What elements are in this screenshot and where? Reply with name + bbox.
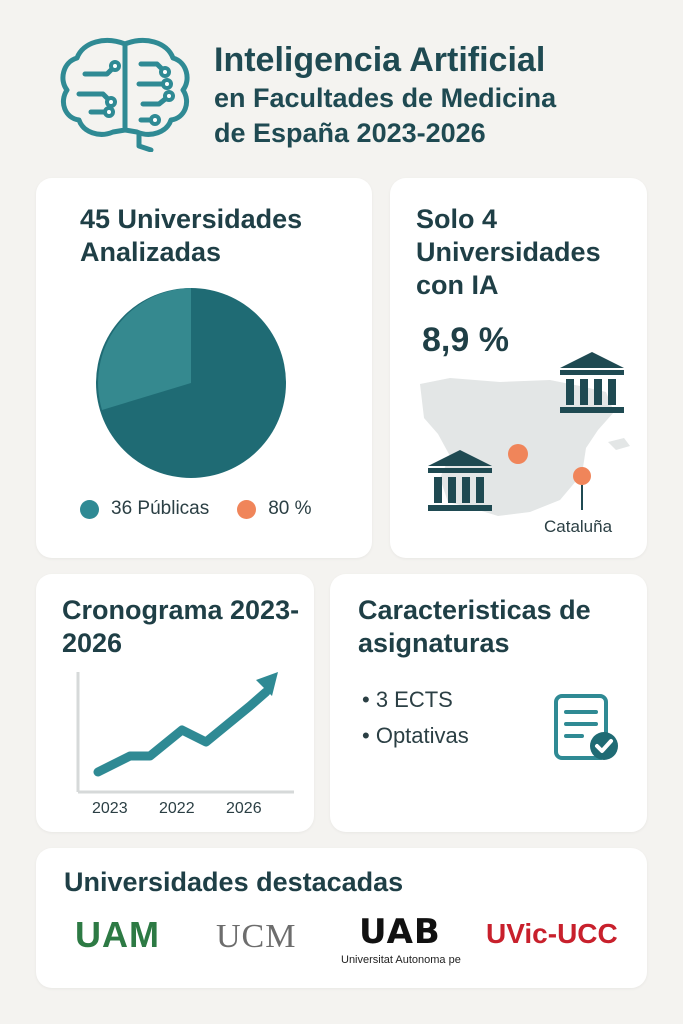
trend-up-arrow-icon bbox=[76, 672, 294, 794]
feature-item-ects: 3 ECTS bbox=[362, 682, 469, 718]
uvic-logo: UVic-UCC bbox=[486, 918, 618, 949]
timeline-x-label-2: 2022 bbox=[159, 800, 195, 817]
ai-universities-card: Solo 4 Universidades con IA 8,9 % Catalu… bbox=[390, 178, 647, 558]
ucm-logo: UCM bbox=[216, 918, 297, 955]
features-card-title: Caracteristicas de asignaturas bbox=[358, 595, 591, 658]
university-building-icon-bottom bbox=[428, 450, 492, 511]
document-check-icon bbox=[554, 694, 618, 760]
spain-map-icon bbox=[420, 352, 630, 516]
timeline-trend-line bbox=[93, 687, 271, 777]
uab-logo: UAB bbox=[359, 912, 441, 952]
universities-card-title: 45 Universidades Analizadas bbox=[80, 204, 303, 267]
timeline-arrow-head bbox=[256, 672, 278, 696]
title-line-2: en Facultades de Medicina bbox=[214, 83, 557, 113]
pie-slice-secondary bbox=[98, 288, 191, 410]
legend-dot-public bbox=[80, 499, 99, 519]
brain-circuit-icon bbox=[60, 38, 190, 152]
page-title: Inteligencia Artificial en Facultades de… bbox=[214, 40, 674, 150]
legend-label-percent: 80 % bbox=[268, 498, 312, 519]
featured-universities-card: Universidades destacadas UAM UCM UAB Uni… bbox=[36, 848, 647, 988]
ai-card-title: Solo 4 Universidades con IA bbox=[416, 204, 601, 300]
islands-shape bbox=[608, 438, 630, 450]
region-label: Cataluña bbox=[544, 517, 613, 536]
location-dot-madrid bbox=[508, 444, 528, 464]
uam-logo: UAM bbox=[75, 914, 160, 955]
universities-card: 45 Universidades Analizadas 36 Públicas … bbox=[36, 178, 372, 558]
header: Inteligencia Artificial en Facultades de… bbox=[0, 0, 683, 170]
title-line-3: de España 2023-2026 bbox=[214, 118, 486, 148]
timeline-x-label-3: 2026 bbox=[226, 800, 262, 817]
title-line-1: Inteligencia Artificial bbox=[214, 41, 546, 79]
timeline-card: Cronograma 2023-2026 2023 2022 2026 bbox=[36, 574, 314, 832]
location-pin-icon bbox=[573, 467, 591, 485]
features-card: Caracteristicas de asignaturas 3 ECTS Op… bbox=[330, 574, 647, 832]
timeline-card-title: Cronograma 2023-2026 bbox=[62, 595, 300, 658]
feature-item-optional: Optativas bbox=[362, 718, 469, 754]
ai-percentage: 8,9 % bbox=[422, 321, 509, 359]
legend-label-public: 36 Públicas bbox=[111, 498, 210, 519]
features-list: 3 ECTS Optativas bbox=[362, 682, 469, 754]
featured-card-title: Universidades destacadas bbox=[64, 867, 404, 897]
pie-legend: 36 Públicas 80 % bbox=[80, 498, 312, 520]
legend-dot-percent bbox=[237, 499, 257, 519]
universities-pie-chart bbox=[96, 288, 286, 478]
timeline-x-label-1: 2023 bbox=[92, 800, 128, 817]
uab-logo-subtitle: Universitat Autonoma pe bbox=[341, 954, 461, 966]
university-building-icon-top bbox=[560, 352, 624, 413]
